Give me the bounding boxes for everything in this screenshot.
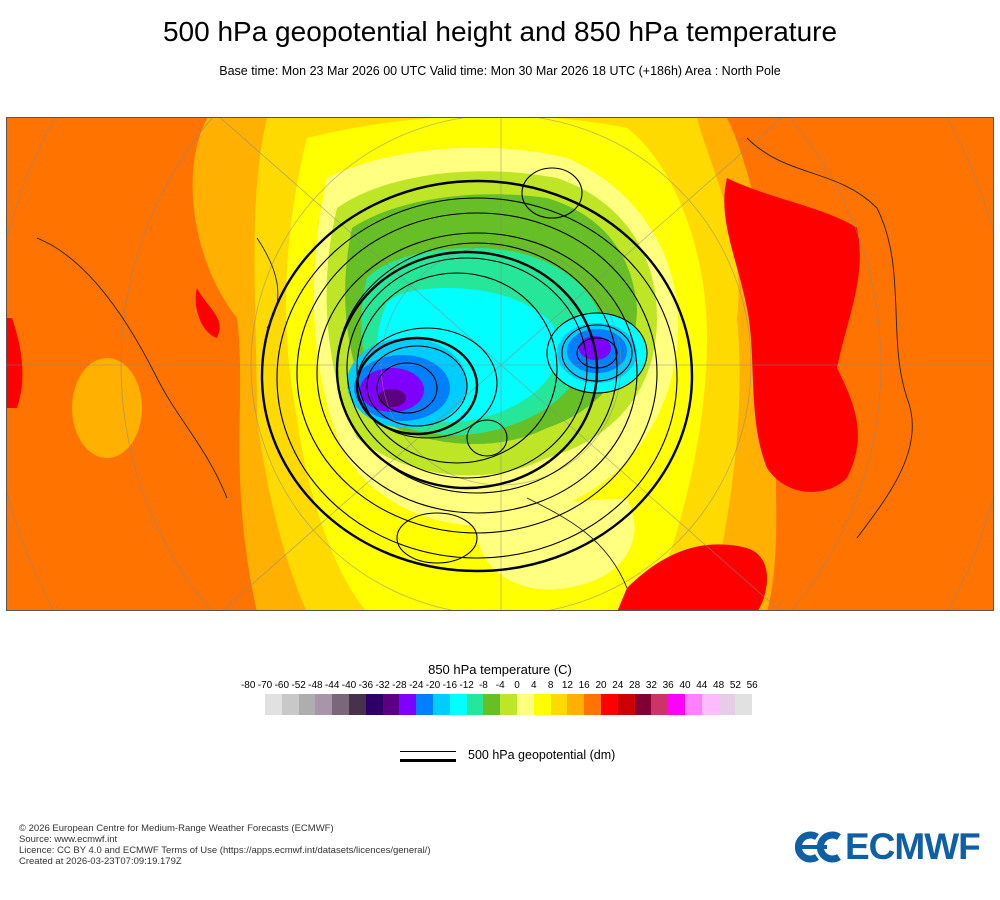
colorbar-swatch [684, 694, 702, 715]
colorbar-tick-label: 4 [531, 680, 537, 691]
created-line: Created at 2026-03-23T07:09:19.179Z [19, 856, 182, 867]
colorbar-tick-label: -70 [257, 680, 273, 691]
colorbar-swatch [382, 694, 400, 715]
colorbar-tick-label: 52 [729, 680, 741, 691]
licence-line: Licence: CC BY 4.0 and ECMWF Terms of Us… [19, 845, 431, 856]
colorbar-tick-label: -60 [274, 680, 290, 691]
colorbar-swatch [516, 694, 534, 715]
colorbar-swatch [584, 694, 601, 715]
colorbar-swatch [617, 694, 635, 715]
north-pole-map [6, 117, 994, 611]
contour-legend-label: 500 hPa geopotential (dm) [468, 748, 616, 762]
colorbar-tick-label: 8 [547, 680, 554, 691]
colorbar-tick-label: 0 [514, 680, 520, 691]
colorbar-swatch [315, 694, 333, 715]
colorbar-swatch [567, 694, 585, 715]
colorbar-tick-label: -40 [341, 680, 357, 691]
chart-subtitle: Base time: Mon 23 Mar 2026 00 UTC Valid … [219, 64, 781, 78]
colorbar-tick-label: 28 [629, 680, 641, 691]
colorbar-swatch [466, 694, 484, 715]
colorbar-swatch [718, 694, 736, 715]
colorbar-swatch [735, 694, 753, 715]
colorbar-swatch [668, 694, 685, 715]
colorbar-tick-label: -32 [375, 680, 390, 691]
chart-title: 500 hPa geopotential height and 850 hPa … [162, 16, 838, 47]
colorbar-tick-label: 36 [662, 680, 674, 691]
colorbar-swatch [298, 694, 316, 715]
colorbar-swatch [701, 694, 719, 715]
colorbar-swatch [399, 694, 417, 715]
colorbar-swatch [281, 694, 299, 715]
colorbar-labels: -80 -70 -60 -52 -48 -44 -40 -36 -32 -28 -24 -20 -16-… [0, 680, 1000, 694]
colorbar-swatch [332, 694, 349, 715]
source-line: Source: www.ecmwf.int [19, 834, 118, 845]
colorbar-title: 850 hPa temperature (C) [428, 662, 572, 677]
colorbar-tick-label: 16 [578, 680, 590, 691]
colorbar-swatch [265, 694, 282, 715]
thin-contour-line-sample [400, 751, 456, 752]
colorbar-tick-label: -36 [358, 680, 374, 691]
colorbar-tick-label: 48 [713, 680, 725, 691]
thick-contour-line-sample [400, 759, 456, 762]
colorbar-swatch [500, 694, 517, 715]
colorbar-swatch [550, 694, 568, 715]
ecmwf-logo-text: ECMWF [845, 826, 981, 867]
colorbar-tick-label: -24 [408, 680, 424, 691]
ecmwf-logo: ECMWF [795, 826, 981, 868]
colorbar-swatch [449, 694, 467, 715]
temperature-field [7, 118, 993, 610]
colorbar-tick-label: -28 [392, 680, 407, 691]
colorbar-swatch [348, 694, 366, 715]
colorbar-swatch [416, 694, 433, 715]
colorbar-tick-label: 56 [746, 680, 758, 691]
colorbar-tick-label: -48 [308, 680, 323, 691]
colorbar-tick-label: -8 [478, 680, 488, 691]
colorbar-swatch [651, 694, 669, 715]
colorbar-swatch [432, 694, 450, 715]
ecmwf-logo-icon [795, 831, 841, 863]
colorbar-tick-label: 40 [679, 680, 691, 691]
copyright-line: © 2026 European Centre for Medium-Range … [19, 823, 334, 834]
colorbar-tick-label: -44 [324, 680, 340, 691]
colorbar-tick-label: -80 [240, 680, 256, 691]
colorbar-swatch [634, 694, 652, 715]
colorbar-tick-label: 32 [645, 680, 657, 691]
colorbar-tick-label: -52 [291, 680, 306, 691]
colorbar-tick-label: 12 [561, 680, 573, 691]
colorbar-tick-label: -12 [459, 680, 474, 691]
colorbar-swatch [365, 694, 383, 715]
colorbar-tick-label: 24 [612, 680, 624, 691]
colorbar-swatch [600, 694, 618, 715]
colorbar-swatch [533, 694, 551, 715]
colorbar-swatch [483, 694, 501, 715]
colorbar [265, 694, 753, 715]
colorbar-tick-label: 44 [696, 680, 708, 691]
colorbar-tick-label: -20 [425, 680, 441, 691]
colorbar-tick-label: 20 [595, 680, 607, 691]
colorbar-tick-label: -4 [495, 680, 505, 691]
footer-credits: © 2026 European Centre for Medium-Range … [19, 823, 431, 867]
colorbar-tick-label: -16 [442, 680, 458, 691]
